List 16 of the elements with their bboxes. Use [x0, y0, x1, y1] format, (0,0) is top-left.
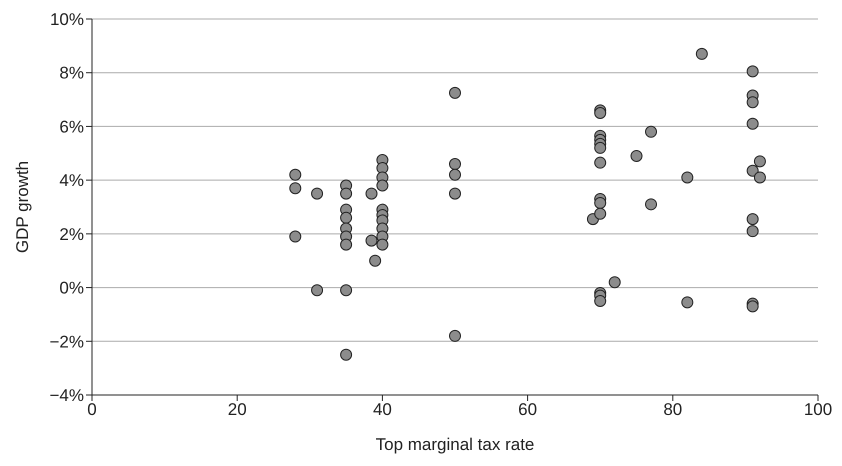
- x-tick-label: 0: [87, 400, 97, 420]
- y-tick-label: −2%: [50, 332, 84, 352]
- y-tick-label: 8%: [59, 64, 84, 83]
- y-tick-label: 6%: [59, 117, 84, 136]
- x-axis-title: Top marginal tax rate: [376, 435, 534, 454]
- y-tick-label: −4%: [50, 386, 84, 406]
- x-tick-label: 100: [804, 400, 832, 420]
- y-tick-label: 0%: [59, 278, 84, 298]
- x-tick-label: 20: [228, 400, 247, 420]
- x-tick-label: 60: [518, 400, 538, 420]
- x-tick-label: 40: [372, 400, 392, 420]
- y-tick-label: 4%: [59, 171, 84, 190]
- y-tick-label: 10%: [50, 10, 84, 30]
- y-tick-label: 2%: [59, 224, 84, 244]
- y-axis-title: GDP growth: [13, 160, 32, 254]
- x-tick-label: 80: [663, 400, 682, 420]
